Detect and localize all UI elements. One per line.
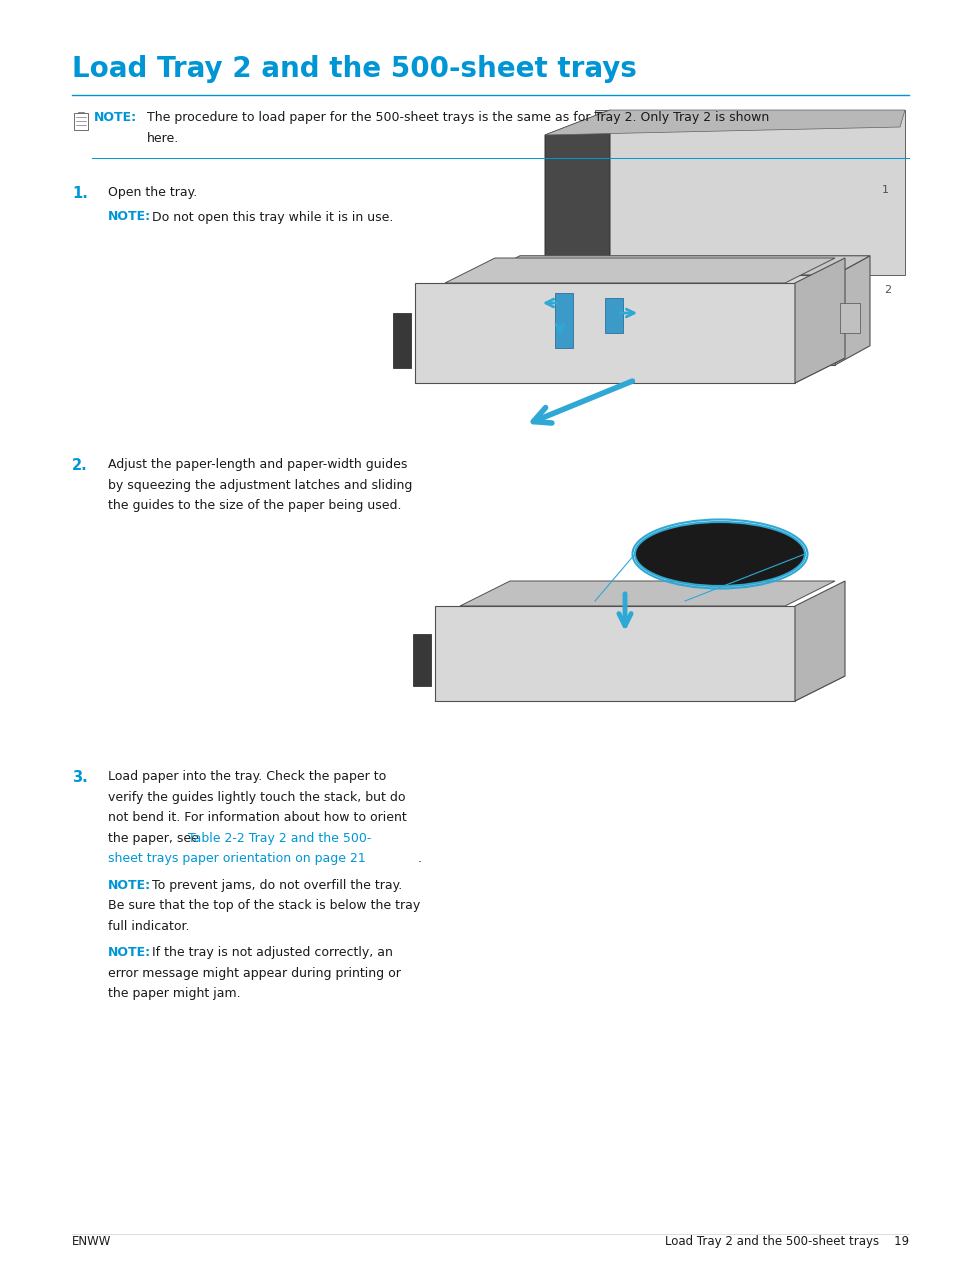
Polygon shape	[595, 110, 904, 276]
Text: Load Tray 2 and the 500-sheet trays    19: Load Tray 2 and the 500-sheet trays 19	[664, 1234, 908, 1248]
Text: .: .	[417, 852, 421, 865]
Polygon shape	[450, 618, 814, 641]
Polygon shape	[444, 258, 834, 283]
Polygon shape	[435, 676, 844, 701]
Text: sheet trays paper orientation on page 21: sheet trays paper orientation on page 21	[108, 852, 365, 865]
Text: To prevent jams, do not overfill the tray.: To prevent jams, do not overfill the tra…	[152, 879, 402, 892]
Text: the paper might jam.: the paper might jam.	[108, 987, 240, 1001]
Text: The procedure to load paper for the 500-sheet trays is the same as for Tray 2. O: The procedure to load paper for the 500-…	[147, 110, 768, 124]
Polygon shape	[484, 276, 834, 364]
Text: NOTE:: NOTE:	[94, 110, 137, 124]
Polygon shape	[794, 580, 844, 701]
Polygon shape	[459, 580, 834, 606]
Text: Open the tray.: Open the tray.	[108, 185, 197, 199]
Text: full indicator.: full indicator.	[108, 919, 190, 932]
Text: ENWW: ENWW	[71, 1234, 112, 1248]
Bar	[74, 113, 88, 130]
Polygon shape	[484, 255, 869, 276]
Bar	[413, 634, 431, 686]
Text: 2.: 2.	[71, 458, 88, 472]
Bar	[695, 298, 706, 312]
Text: 1: 1	[881, 185, 887, 196]
Text: here.: here.	[147, 132, 179, 145]
Polygon shape	[555, 293, 573, 348]
Polygon shape	[794, 258, 844, 384]
Text: NOTE:: NOTE:	[108, 946, 151, 959]
Polygon shape	[415, 358, 844, 384]
Text: the guides to the size of the paper being used.: the guides to the size of the paper bein…	[108, 499, 401, 512]
Polygon shape	[544, 110, 609, 290]
Ellipse shape	[635, 522, 804, 585]
Text: not bend it. For information about how to orient: not bend it. For information about how t…	[108, 812, 406, 824]
Bar	[462, 301, 480, 356]
Text: by squeezing the adjustment latches and sliding: by squeezing the adjustment latches and …	[108, 479, 412, 491]
Polygon shape	[435, 606, 794, 701]
Polygon shape	[604, 298, 622, 333]
Text: the paper, see: the paper, see	[108, 832, 203, 845]
Polygon shape	[840, 304, 859, 333]
Text: Adjust the paper-length and paper-width guides: Adjust the paper-length and paper-width …	[108, 458, 407, 471]
Text: 2: 2	[883, 284, 891, 295]
Text: Do not open this tray while it is in use.: Do not open this tray while it is in use…	[152, 211, 393, 224]
Text: Table 2-2 Tray 2 and the 500-: Table 2-2 Tray 2 and the 500-	[188, 832, 371, 845]
Text: NOTE:: NOTE:	[108, 879, 151, 892]
Text: If the tray is not adjusted correctly, an: If the tray is not adjusted correctly, a…	[152, 946, 393, 959]
Text: 1.: 1.	[71, 185, 88, 201]
Text: Load Tray 2 and the 500-sheet trays: Load Tray 2 and the 500-sheet trays	[71, 55, 637, 83]
Text: error message might appear during printing or: error message might appear during printi…	[108, 966, 400, 979]
Polygon shape	[834, 255, 869, 364]
Polygon shape	[604, 290, 629, 335]
Text: verify the guides lightly touch the stack, but do: verify the guides lightly touch the stac…	[108, 790, 405, 804]
Polygon shape	[544, 110, 904, 135]
Text: Be sure that the top of the stack is below the tray: Be sure that the top of the stack is bel…	[108, 899, 420, 912]
Text: 3.: 3.	[71, 770, 88, 785]
Text: Load paper into the tray. Check the paper to: Load paper into the tray. Check the pape…	[108, 770, 386, 784]
Text: NOTE:: NOTE:	[108, 211, 151, 224]
Polygon shape	[415, 283, 794, 384]
Bar	[393, 312, 411, 368]
